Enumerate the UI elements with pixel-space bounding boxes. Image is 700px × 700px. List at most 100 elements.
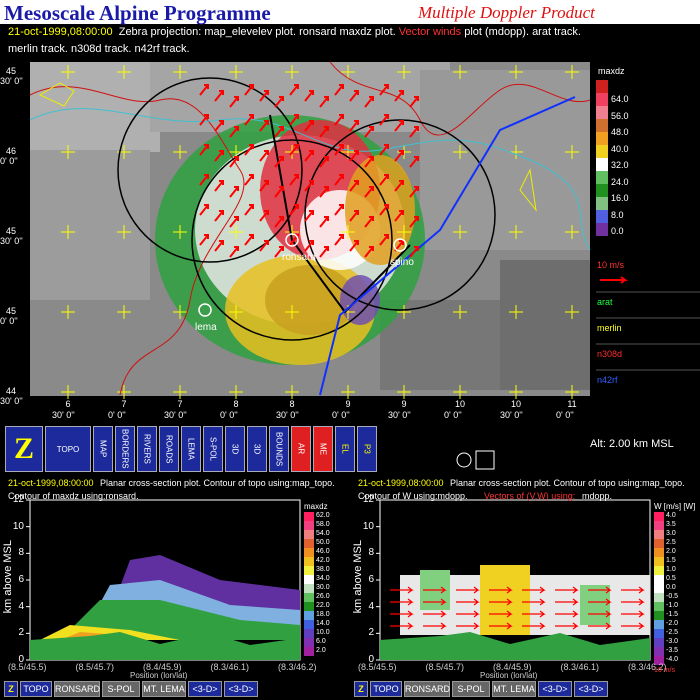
lon-label: 0' 0'' bbox=[556, 410, 574, 420]
wind-vector bbox=[379, 234, 389, 246]
wind-vector bbox=[522, 598, 546, 606]
wind-vector bbox=[379, 84, 389, 96]
panel-button[interactable]: <3-D> bbox=[574, 681, 608, 697]
toolbar-button[interactable]: Z bbox=[5, 426, 43, 472]
panel-date: 21-oct-1999,08:00:00 bbox=[8, 478, 94, 488]
y-tick-label: 8 bbox=[368, 547, 374, 559]
colorbar-label: 56.0 bbox=[611, 110, 629, 121]
wind-vector bbox=[304, 240, 314, 252]
panel-button[interactable]: MT. LEMA bbox=[142, 681, 186, 697]
wind-vector bbox=[489, 586, 513, 594]
x-axis-label: Position (lon/lat) bbox=[480, 671, 538, 680]
y-tick-label: 6 bbox=[18, 574, 24, 585]
wind-vector bbox=[423, 610, 447, 618]
colorbar-label: -1.0 bbox=[666, 602, 679, 609]
panel-info: Contour of W using:mdopp. bbox=[358, 491, 468, 501]
colorbar-label: 64.0 bbox=[611, 94, 629, 104]
panel-button[interactable]: RONSARD bbox=[54, 681, 100, 697]
panel-button[interactable]: <3-D> bbox=[188, 681, 222, 697]
panel-button[interactable]: <3-D> bbox=[224, 681, 258, 697]
station-label: ronsard bbox=[282, 252, 316, 263]
wind-vector bbox=[244, 84, 254, 96]
panel-button[interactable]: TOPO bbox=[20, 681, 52, 697]
vector-key bbox=[600, 276, 628, 284]
colorbar-swatch bbox=[596, 93, 608, 106]
colorbar-swatch bbox=[654, 602, 664, 611]
grid-cross bbox=[509, 65, 523, 79]
colorbar-label: 6.0 bbox=[316, 638, 326, 645]
lon-label: 10 bbox=[454, 399, 465, 409]
colorbar-label: 3.5 bbox=[666, 521, 676, 528]
grid-cross bbox=[453, 305, 467, 319]
panel-button[interactable]: <3-D> bbox=[538, 681, 572, 697]
grid-cross bbox=[509, 305, 523, 319]
colorbar-swatch bbox=[596, 184, 608, 197]
colorbar-label: 2.5 bbox=[666, 539, 676, 546]
y-tick-label: 4 bbox=[18, 600, 24, 612]
toolbar-button[interactable]: BORDERS bbox=[115, 426, 135, 472]
grid-cross bbox=[285, 65, 299, 79]
toolbar-button[interactable]: ROADS bbox=[159, 426, 179, 472]
grid-cross bbox=[509, 385, 523, 399]
toolbar-button[interactable]: 3D bbox=[225, 426, 245, 472]
wind-vector bbox=[390, 586, 414, 594]
toolbar-button[interactable]: LEMA bbox=[181, 426, 201, 472]
wind-vector bbox=[349, 180, 359, 192]
x-tick-label: (8.4/45.9) bbox=[493, 662, 532, 672]
panel-button[interactable]: Z bbox=[354, 681, 368, 697]
colorbar-label: 0.0 bbox=[666, 584, 676, 591]
colorbar-title: W [m/s] [W] bbox=[654, 502, 696, 511]
wind-vector bbox=[456, 598, 480, 606]
lon-label: 11 bbox=[567, 399, 577, 409]
wind-vector bbox=[555, 598, 579, 606]
toolbar-button[interactable]: P3 bbox=[357, 426, 377, 472]
colorbar-label: 2.0 bbox=[316, 647, 326, 654]
colorbar-label: 22.0 bbox=[316, 602, 330, 609]
toolbar-button[interactable]: 3D bbox=[247, 426, 267, 472]
lon-label: 30' 0'' bbox=[276, 410, 299, 420]
grid-cross bbox=[341, 385, 355, 399]
toolbar-button[interactable]: BOUNDS bbox=[269, 426, 289, 472]
lon-label: 7 bbox=[121, 399, 127, 409]
wind-vector bbox=[379, 174, 389, 186]
wind-vector bbox=[199, 234, 209, 246]
lon-label: 0' 0'' bbox=[220, 410, 238, 420]
info-red: Vector winds bbox=[398, 26, 462, 38]
toolbar-button[interactable]: EL bbox=[335, 426, 355, 472]
lon-label: 30' 0'' bbox=[52, 410, 75, 420]
wind-vector bbox=[199, 174, 209, 186]
colorbar-swatch bbox=[304, 611, 314, 620]
grid-cross bbox=[61, 145, 75, 159]
colorbar-label: 34.0 bbox=[316, 575, 330, 582]
panel-button[interactable]: RONSARD bbox=[404, 681, 450, 697]
wind-vector bbox=[334, 84, 344, 96]
grid-cross bbox=[453, 385, 467, 399]
panel-button[interactable]: TOPO bbox=[370, 681, 402, 697]
range-ring bbox=[191, 139, 393, 341]
panel-button[interactable]: S-POL bbox=[452, 681, 490, 697]
grid-cross bbox=[509, 225, 523, 239]
colorbar-label: 8.0 bbox=[611, 209, 624, 220]
toolbar-button[interactable]: RIVERS bbox=[137, 426, 157, 472]
wind-vector bbox=[244, 144, 254, 156]
grid-cross bbox=[173, 145, 187, 159]
terrain bbox=[500, 260, 590, 390]
wind-vector bbox=[229, 96, 239, 108]
wind-vector bbox=[334, 234, 344, 246]
panel-button[interactable]: S-POL bbox=[102, 681, 140, 697]
toolbar-button[interactable]: ME bbox=[313, 426, 333, 472]
grid-cross bbox=[173, 225, 187, 239]
toolbar-button[interactable]: AR bbox=[291, 426, 311, 472]
toolbar-button[interactable]: S-POL bbox=[203, 426, 223, 472]
toolbar-button[interactable]: TOPO bbox=[45, 426, 91, 472]
toolbar-button[interactable]: MAP bbox=[93, 426, 113, 472]
wind-vector bbox=[334, 114, 344, 126]
lake bbox=[38, 82, 537, 212]
wind-vector bbox=[334, 174, 344, 186]
panel-button[interactable]: MT. LEMA bbox=[492, 681, 536, 697]
grid-cross bbox=[565, 305, 579, 319]
lon-label: 8 bbox=[289, 399, 295, 409]
vector-scale: 10 m/s bbox=[654, 667, 676, 674]
panel-button[interactable]: Z bbox=[4, 681, 18, 697]
wind-vector bbox=[409, 156, 419, 168]
